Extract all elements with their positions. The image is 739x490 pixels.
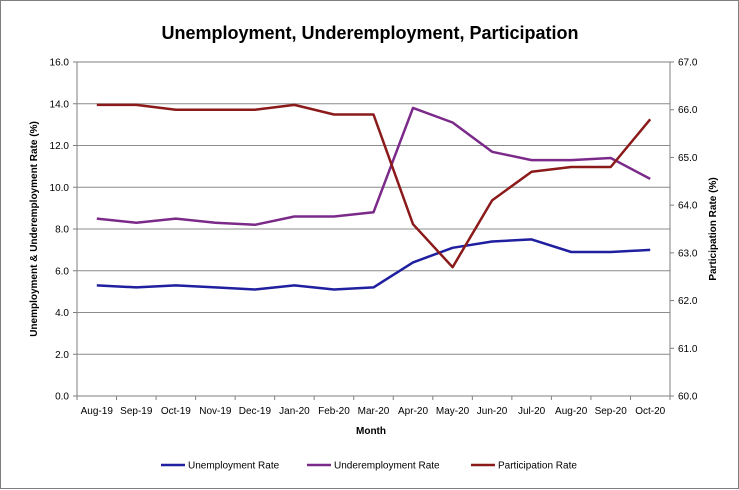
x-tick-label: Jun-20 — [477, 406, 508, 417]
left-tick-label: 16.0 — [50, 58, 70, 69]
legend: Unemployment Rate Underemployment Rate Par… — [161, 461, 577, 472]
x-axis-ticks: Aug-19 Sep-19 Oct-19 Nov-19 Dec-19 Jan-20 Feb-… — [76, 396, 671, 417]
right-tick-label: 63.0 — [678, 248, 698, 259]
chart-title: Unemployment, Underemployment, Participa… — [161, 23, 578, 43]
x-tick-label: Oct-20 — [635, 406, 665, 417]
x-tick-label: Jul-20 — [518, 406, 546, 417]
legend-label: Unemployment Rate — [188, 461, 280, 472]
x-tick-label: May-20 — [436, 406, 470, 417]
x-tick-label: Mar-20 — [358, 406, 390, 417]
left-tick-label: 12.0 — [50, 141, 70, 152]
x-tick-label: Dec-19 — [239, 406, 272, 417]
legend-label: Underemployment Rate — [334, 461, 440, 472]
left-axis-ticks: 0.0 2.0 4.0 6.0 8.0 10.0 12.0 14.0 16.0 — [50, 58, 77, 403]
left-tick-label: 2.0 — [55, 350, 69, 361]
left-tick-label: 4.0 — [55, 308, 69, 319]
x-tick-label: Nov-19 — [199, 406, 232, 417]
left-tick-label: 10.0 — [50, 183, 70, 194]
right-axis-title: Participation Rate (%) — [708, 177, 719, 280]
x-tick-label: Sep-20 — [595, 406, 628, 417]
series-lines — [96, 103, 652, 291]
x-tick-label: Aug-20 — [555, 406, 588, 417]
x-tick-label: Apr-20 — [398, 406, 428, 417]
right-tick-label: 62.0 — [678, 296, 698, 307]
left-tick-label: 0.0 — [55, 392, 69, 403]
left-tick-label: 8.0 — [55, 225, 69, 236]
x-tick-label: Sep-19 — [120, 406, 153, 417]
x-tick-label: Feb-20 — [318, 406, 350, 417]
x-tick-label: Oct-19 — [161, 406, 191, 417]
series-line-underemployment-rate — [96, 106, 651, 227]
x-tick-label: Jan-20 — [279, 406, 310, 417]
legend-label: Participation Rate — [498, 461, 577, 472]
left-axis-title: Unemployment & Underemployment Rate (%) — [29, 121, 40, 337]
left-tick-label: 14.0 — [50, 99, 70, 110]
left-tick-label: 6.0 — [55, 266, 69, 277]
x-axis-title: Month — [356, 426, 386, 437]
series-line-participation-rate — [96, 103, 652, 269]
right-axis-ticks: 60.0 61.0 62.0 63.0 64.0 65.0 66.0 67.0 — [670, 58, 698, 403]
right-tick-label: 66.0 — [678, 105, 698, 116]
series-line-unemployment-rate — [96, 238, 651, 291]
right-tick-label: 60.0 — [678, 392, 698, 403]
right-tick-label: 64.0 — [678, 201, 698, 212]
x-tick-label: Aug-19 — [81, 406, 114, 417]
right-tick-label: 67.0 — [678, 58, 698, 69]
right-tick-label: 61.0 — [678, 344, 698, 355]
gridlines — [77, 61, 670, 397]
right-tick-label: 65.0 — [678, 153, 698, 164]
